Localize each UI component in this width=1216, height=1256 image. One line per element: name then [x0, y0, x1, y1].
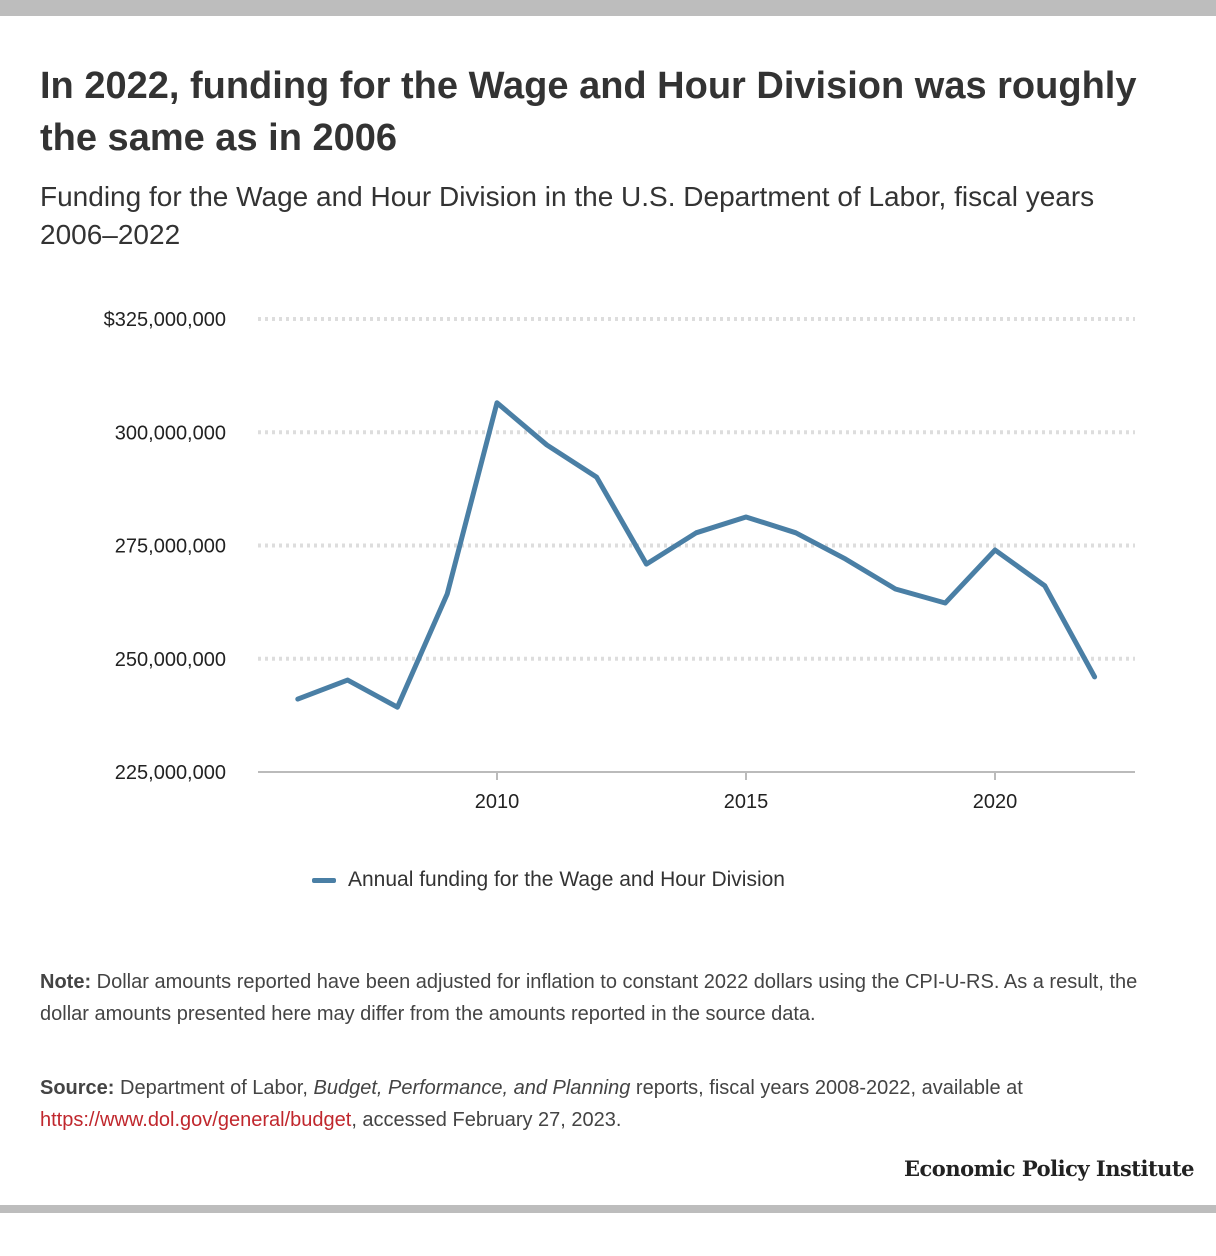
x-tick-label: 2020	[973, 791, 1018, 813]
chart-title: In 2022, funding for the Wage and Hour D…	[40, 65, 1137, 159]
source-text-3: , accessed February 27, 2023.	[351, 1109, 622, 1131]
source: Source: Department of Labor, Budget, Per…	[40, 1072, 1180, 1136]
y-tick-label: 225,000,000	[115, 762, 226, 784]
note: Note: Dollar amounts reported have been …	[40, 966, 1180, 1030]
x-tick-label: 2015	[724, 791, 769, 813]
top-border	[0, 0, 1216, 16]
y-tick-label: 250,000,000	[115, 649, 226, 671]
legend: Annual funding for the Wage and Hour Div…	[312, 868, 785, 892]
source-label: Source:	[40, 1077, 115, 1099]
x-tick-label: 2010	[475, 791, 520, 813]
series-line	[295, 400, 1098, 710]
source-text: Department of Labor,	[114, 1077, 314, 1099]
y-tick-label: 275,000,000	[115, 536, 226, 558]
source-title: Budget, Performance, and Planning	[313, 1077, 631, 1099]
epi-logo: Economic Policy Institute	[904, 1156, 1194, 1181]
y-tick-label: 300,000,000	[115, 422, 226, 444]
y-tick-label: $325,000,000	[104, 309, 226, 331]
chart-subtitle: Funding for the Wage and Hour Division i…	[40, 181, 1095, 250]
legend-label: Annual funding for the Wage and Hour Div…	[348, 868, 785, 891]
source-link[interactable]: https://www.dol.gov/general/budget	[40, 1109, 352, 1131]
note-label: Note:	[40, 971, 92, 993]
source-text-2: reports, fiscal years 2008-2022, availab…	[630, 1077, 1023, 1099]
line-chart: 225,000,000 250,000,000 275,000,000 300,000…	[104, 309, 1135, 813]
bottom-border	[0, 1205, 1216, 1213]
note-text: Dollar amounts reported have been adjust…	[40, 971, 1138, 1025]
legend-swatch	[312, 877, 336, 883]
